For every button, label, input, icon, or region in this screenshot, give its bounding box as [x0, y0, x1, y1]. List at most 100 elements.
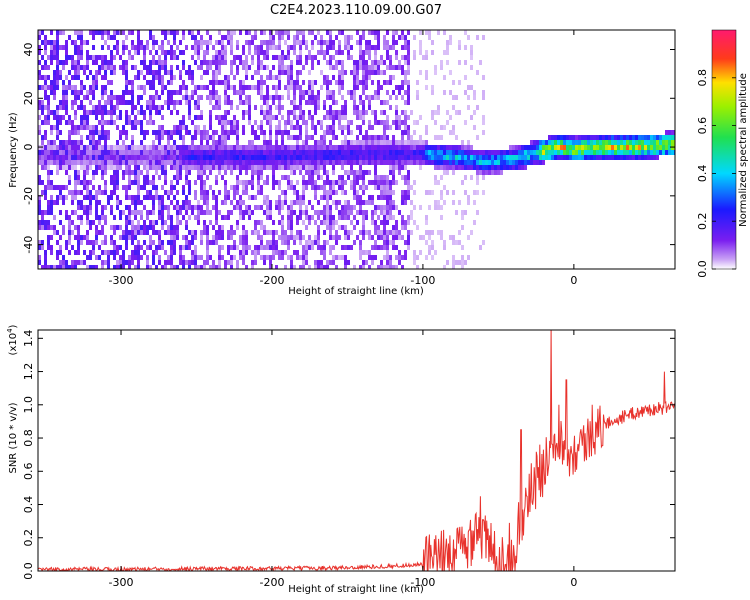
spectrogram-cell	[452, 260, 455, 265]
spectrogram-cell	[371, 60, 374, 65]
spectrogram-cell	[221, 40, 224, 45]
spectrogram-cell	[335, 190, 338, 195]
spectrogram-cell	[239, 55, 242, 60]
spectrogram-cell	[77, 90, 80, 95]
spectrogram-cell	[368, 145, 371, 150]
spectrogram-cell	[419, 205, 422, 210]
spectrogram-cell	[377, 185, 380, 190]
spectrogram-cell	[302, 195, 305, 200]
spectrogram-cell	[401, 225, 404, 230]
spectrogram-cell	[461, 155, 464, 160]
spectrogram-cell	[146, 120, 149, 125]
spectrogram-cell	[443, 245, 446, 250]
spectrogram-cell	[347, 150, 350, 155]
spectrogram-cell	[95, 225, 98, 230]
spectrogram-cell	[278, 55, 281, 60]
spectrogram-cell	[188, 170, 191, 175]
spectrogram-cell	[164, 220, 167, 225]
spectrogram-cell	[119, 55, 122, 60]
spectrogram-cell	[599, 140, 602, 145]
spectrogram-cell	[614, 145, 617, 150]
spectrogram-cell	[389, 180, 392, 185]
spectrogram-cell	[59, 105, 62, 110]
spectrogram-cell	[155, 70, 158, 75]
spectrogram-cell	[503, 150, 506, 155]
spectrogram-cell	[137, 35, 140, 40]
spectrogram-cell	[281, 30, 284, 35]
spectrogram-cell	[317, 30, 320, 35]
spectrogram-cell	[38, 155, 41, 160]
spectrogram-cell	[362, 185, 365, 190]
spectrogram-cell	[368, 170, 371, 175]
spectrogram-cell	[101, 250, 104, 255]
spectrogram-cell	[569, 155, 572, 160]
spectrogram-cell	[347, 175, 350, 180]
spectrogram-cell	[377, 175, 380, 180]
spectrogram-cell	[440, 205, 443, 210]
spectrogram-cell	[44, 150, 47, 155]
spectrogram-cell	[230, 260, 233, 265]
spectrogram-cell	[347, 125, 350, 130]
spectrogram-cell	[311, 55, 314, 60]
spectrogram-cell	[71, 85, 74, 90]
spectrogram-cell	[350, 35, 353, 40]
spectrogram-cell	[656, 150, 659, 155]
spectrogram-cell	[332, 155, 335, 160]
spectrogram-cell	[542, 155, 545, 160]
spectrogram-cell	[83, 85, 86, 90]
spectrogram-cell	[38, 130, 41, 135]
spectrogram-cell	[584, 150, 587, 155]
colorbar-gradient	[711, 29, 737, 270]
spectrogram-cell	[155, 50, 158, 55]
spectrogram-cell	[578, 150, 581, 155]
spectrogram-cell	[152, 120, 155, 125]
spectrogram-cell	[95, 235, 98, 240]
spectrogram-cell	[239, 165, 242, 170]
spectrogram-cell	[263, 155, 266, 160]
spectrogram-cell	[137, 95, 140, 100]
spectrogram-cell	[389, 215, 392, 220]
spectrogram-cell	[305, 140, 308, 145]
spectrogram-cell	[47, 210, 50, 215]
spectrogram-cell	[266, 245, 269, 250]
spectrogram-cell	[113, 30, 116, 35]
spectrogram-cell	[617, 150, 620, 155]
spectrogram-cell	[281, 105, 284, 110]
spectrogram-cell	[41, 240, 44, 245]
spectrogram-cell	[191, 90, 194, 95]
spectrogram-cell	[365, 50, 368, 55]
spectrogram-cell	[230, 235, 233, 240]
spectrogram-cell	[56, 155, 59, 160]
spectrogram-cell	[269, 205, 272, 210]
spectrogram-cell	[338, 185, 341, 190]
spectrogram-cell	[125, 190, 128, 195]
spectrogram-cell	[359, 175, 362, 180]
spectrogram-cell	[44, 160, 47, 165]
spectrogram-cell	[419, 165, 422, 170]
spectrogram-cell	[140, 245, 143, 250]
spectrogram-cell	[80, 55, 83, 60]
spectrogram-cell	[167, 50, 170, 55]
spectrogram-cell	[296, 125, 299, 130]
spectrogram-cell	[443, 265, 446, 269]
spectrogram-cell	[386, 250, 389, 255]
spectrogram-cell	[338, 70, 341, 75]
spectrogram-cell	[107, 160, 110, 165]
spectrogram-cell	[329, 210, 332, 215]
spectrogram-cell	[434, 110, 437, 115]
spectrogram-cell	[350, 170, 353, 175]
spectrogram-cell	[182, 150, 185, 155]
spectrogram-cell	[218, 145, 221, 150]
spectrogram-cell	[299, 40, 302, 45]
spectrogram-cell	[275, 205, 278, 210]
snr-y-multiplier: (x104)	[6, 324, 19, 355]
spectrogram-cell	[68, 250, 71, 255]
spectrogram-cell	[257, 180, 260, 185]
spectrogram-cell	[158, 260, 161, 265]
spectrogram-cell	[299, 160, 302, 165]
spectrogram-cell	[113, 65, 116, 70]
spectrogram-cell	[161, 40, 164, 45]
spectrogram-cell	[224, 150, 227, 155]
spectrogram-cell	[164, 150, 167, 155]
spectrogram-cell	[215, 195, 218, 200]
